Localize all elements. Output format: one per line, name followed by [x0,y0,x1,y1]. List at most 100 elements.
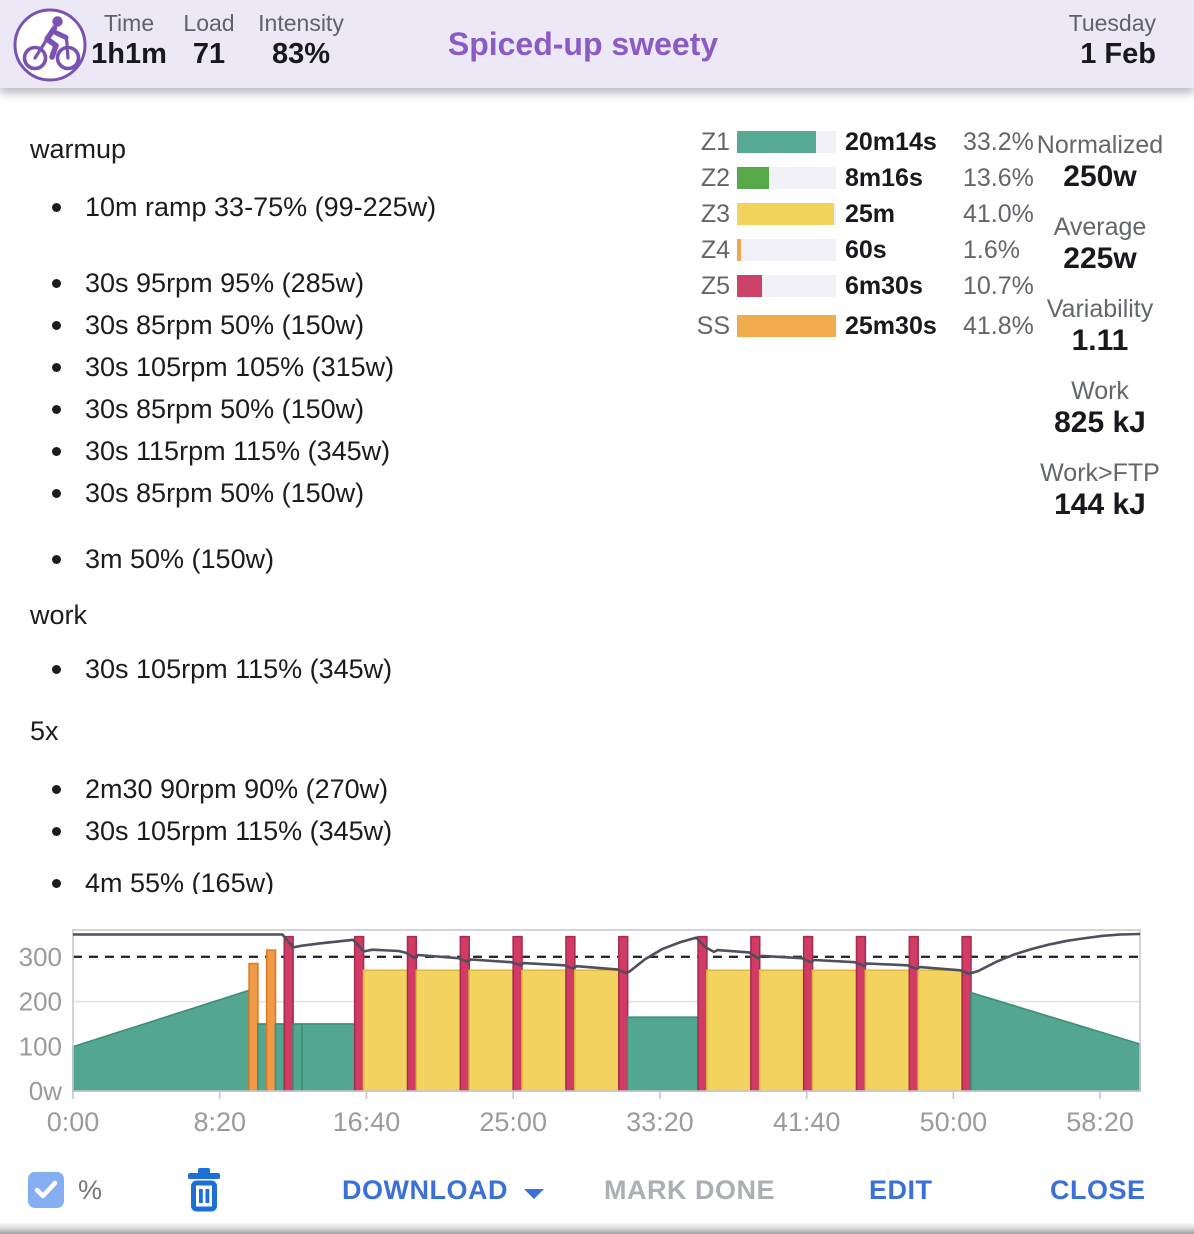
x-axis-label: 58:20 [1066,1107,1134,1137]
close-label: CLOSE [1050,1175,1146,1205]
chart-segment-yellow [917,969,963,1092]
chart-segment-yellow [362,969,409,1092]
workout-step: 4m 55% (165w) [30,862,690,894]
bullet-dot [52,202,61,212]
workout-step: 30s 105rpm 105% (315w) [30,346,690,388]
check-icon [34,1180,58,1199]
zone-label: Z2 [700,163,730,192]
zone-label: SS [696,311,730,340]
workout-step-text: 30s 85rpm 50% (150w) [85,477,365,508]
stat-value: 825 kJ [1054,406,1146,439]
workout-description: warmup 10m ramp 33-75% (99-225w) 30s 95rpm… [30,88,690,894]
zone-distribution: Z1 20m14s 33.2% Z2 8m16s 13.6% Z3 25m 41.0% Z4 60s… [690,128,1034,351]
chart-segment-red [697,935,708,1092]
x-axis-label: 8:20 [193,1107,246,1137]
chart-segment-green [72,989,250,1092]
bullet-dot [52,404,61,414]
chart-segment-green [292,1023,303,1092]
chart-segment-yellow [574,969,620,1092]
zone-label: Z4 [700,235,730,264]
zone-bar-track [737,167,836,189]
bullet-dot [52,320,61,330]
workout-step: 30s 85rpm 50% (150w) [30,304,690,346]
y-axis-label: 200 [19,987,62,1017]
percent-checkbox[interactable] [28,1172,64,1208]
bullet-dot [52,664,61,674]
chart-segment-yellow [706,969,752,1092]
chart-segment-red [353,935,365,1092]
workout-step: 30s 95rpm 95% (285w) [30,262,690,304]
chart-segment-red [283,935,294,1092]
workout-step-text: 30s 105rpm 115% (345w) [85,815,393,846]
chart-segment-yellow [758,969,805,1092]
mark-done-button[interactable]: MARK DONE [604,1175,775,1206]
x-axis-label: 0:00 [47,1107,100,1137]
workout-step-group: 2m30 90rpm 90% (270w) 30s 105rpm 115% (34… [30,768,690,852]
workout-step: 10m ramp 33-75% (99-225w) [30,186,690,228]
zone-bar-fill [737,275,762,297]
metric-intensity: Intensity 83% [246,9,356,71]
edit-label: EDIT [869,1175,933,1205]
zone-bar-track [737,131,836,153]
x-axis-label: 25:00 [479,1107,547,1137]
chart-segment-red [750,935,761,1092]
workout-step-text: 30s 85rpm 50% (150w) [85,309,365,340]
metric-time: Time 1h1m [89,9,169,71]
zone-bar-track [737,203,836,225]
zone-label: Z3 [700,199,730,228]
zone-bar-track [737,275,836,297]
workout-chart: 0w 100 200 300 0:00 8:20 16:40 25:00 33:20 41:40 5… [0,905,1194,1155]
zone-row-z4: Z4 60s 1.6% [690,236,1020,264]
metric-intensity-label: Intensity [258,10,344,36]
zone-bar-track [737,315,836,337]
bullet-dot [52,488,61,498]
stat-label: Average [1053,213,1147,241]
metric-intensity-value: 83% [271,38,331,70]
zone-row-z3: Z3 25m 41.0% [690,200,1034,228]
zone-bar-fill [737,315,836,337]
chart-segment-orange [248,962,259,1092]
bullet-dot [52,878,61,888]
stat-label: Work [1071,377,1129,405]
zone-bar-fill [737,131,816,153]
workout-step-text: 30s 105rpm 115% (345w) [85,653,393,684]
workout-step-text: 30s 105rpm 105% (315w) [85,351,395,382]
effort-line [73,932,1141,976]
workout-step-group: 30s 95rpm 95% (285w) 30s 85rpm 50% (150w)… [30,262,690,514]
edit-button[interactable]: EDIT [869,1175,933,1206]
chart-segment-yellow [415,969,462,1092]
delete-button[interactable] [186,1167,222,1213]
y-axis-label: 0w [29,1076,62,1106]
stat-variability: Variability 1.11 [1012,294,1188,358]
workout-step-text: 2m30 90rpm 90% (270w) [85,773,389,804]
workout-step-group: 3m 50% (150w) [30,538,690,580]
stat-value: 1.11 [1071,324,1129,357]
workout-step-group: 4m 55% (165w) [30,862,690,894]
chart-segment-red [618,935,629,1092]
download-label: DOWNLOAD [342,1175,508,1205]
stat-value: 250w [1063,160,1137,193]
bullet-dot [52,784,61,794]
stat-work: Work 825 kJ [1012,376,1188,440]
bullet-dot [52,362,61,372]
chart-segment-yellow [811,969,858,1092]
chart-segment-yellow [521,969,567,1092]
close-button[interactable]: CLOSE [1050,1175,1146,1206]
stat-value: 144 kJ [1054,488,1146,521]
chart-segment-yellow [468,969,514,1092]
zone-row-z1: Z1 20m14s 33.2% [690,128,1034,156]
workout-step: 30s 85rpm 50% (150w) [30,472,690,514]
stat-value: 225w [1063,242,1137,275]
date-value: 1 Feb [1080,38,1156,70]
mark-done-label: MARK DONE [604,1175,775,1205]
workout-step: 30s 105rpm 115% (345w) [30,810,690,852]
chevron-down-icon [523,1189,544,1199]
zone-time: 60s [845,235,887,264]
stat-label: Variability [1046,295,1154,323]
workout-step-text: 30s 115rpm 115% (345w) [85,435,391,466]
zone-percent: 10.7% [963,271,1034,300]
chart-segment-orange [265,949,277,1092]
chart-segment-red [406,935,418,1092]
download-button[interactable]: DOWNLOAD [342,1175,544,1206]
chart-segment-green [301,1023,356,1092]
